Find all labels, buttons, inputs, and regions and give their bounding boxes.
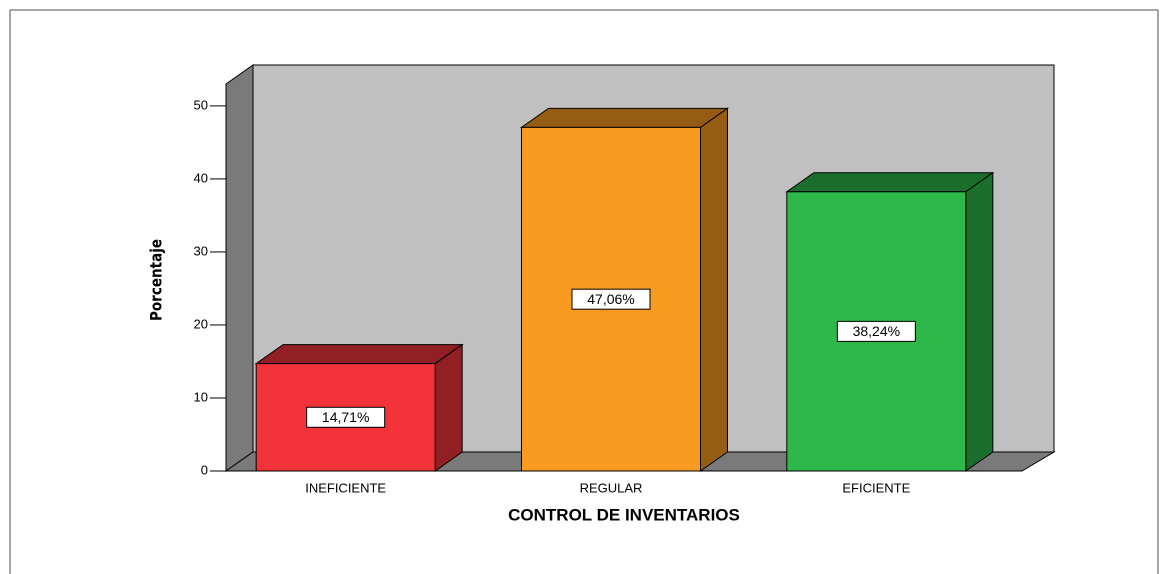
y-tick-label: 20 (194, 316, 208, 331)
y-axis-title: Porcentaje (147, 239, 166, 321)
plot: 0 10 20 30 40 50 14,71% INEFICIENTE 47,06% REGULA… (194, 97, 995, 495)
value-label: 38,24% (853, 323, 900, 339)
y-tick-label: 50 (194, 97, 208, 112)
bar-side (434, 343, 463, 472)
value-label-box (306, 406, 386, 428)
y-tick-label: 0 (201, 462, 208, 477)
x-tick-label: REGULAR (580, 480, 643, 495)
value-label-box (836, 320, 916, 342)
y-tick-label: 30 (194, 243, 208, 258)
bar-top (254, 344, 464, 365)
value-label-box (571, 288, 651, 310)
x-axis-title: CONTROL DE INVENTARIOS (508, 505, 740, 524)
bar-side (965, 171, 994, 472)
x-tick-label: EFICIENTE (842, 480, 910, 495)
value-label: 14,71% (322, 409, 369, 425)
left-wall (225, 64, 254, 472)
y-tick-label: 10 (194, 389, 208, 404)
value-label: 47,06% (587, 291, 634, 307)
x-tick-label: INEFICIENTE (305, 480, 386, 495)
y-tick-label: 40 (194, 170, 208, 185)
bar-top (519, 107, 730, 128)
bar-top (785, 172, 995, 193)
bar-side (700, 107, 728, 472)
